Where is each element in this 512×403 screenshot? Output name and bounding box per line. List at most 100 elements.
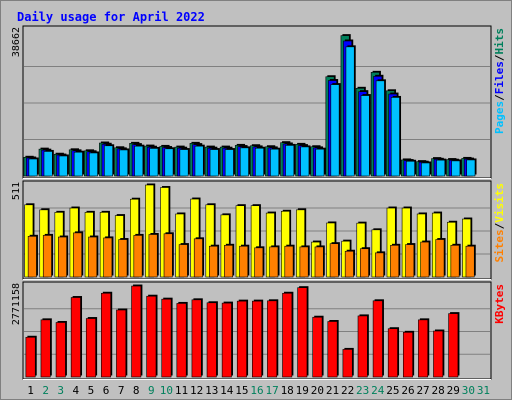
bar-kbytes: [221, 302, 232, 378]
panel-right-label-part: /: [493, 222, 506, 229]
bar-sites: [118, 239, 128, 278]
bar-sites: [390, 245, 400, 278]
panel-right-label: KBytes: [493, 284, 506, 324]
bar-kbytes: [55, 322, 66, 378]
bar-kbytes: [70, 297, 81, 378]
x-axis-tick-labels: 1 2 3 4 5 6 7 8 9 10 11 12 13 14 15 16 17 18 19 20 21 22 23 24 2…: [27, 384, 490, 397]
x-tick-label: 3: [57, 384, 64, 397]
bar-pages: [300, 146, 310, 177]
x-tick-label: 10: [160, 384, 173, 397]
x-tick-label: 16: [250, 384, 263, 397]
x-tick-label: 14: [220, 384, 234, 397]
bar-kbytes: [448, 313, 459, 378]
x-tick-label: 15: [235, 384, 248, 397]
bar-pages: [119, 149, 129, 177]
bar-kbytes: [387, 328, 398, 378]
bar-pages: [58, 155, 68, 177]
x-tick-label: 2: [42, 384, 49, 397]
x-tick-label: 9: [148, 384, 155, 397]
x-tick-label: 5: [88, 384, 95, 397]
x-tick-label: 24: [371, 384, 385, 397]
bar-sites: [435, 239, 445, 278]
y-max-label: 38662: [11, 27, 22, 57]
bar-sites: [239, 245, 249, 278]
bar-sites: [27, 236, 37, 278]
x-tick-label: 1: [27, 384, 34, 397]
panel-right-label-part: /: [493, 54, 506, 61]
bar-kbytes: [282, 292, 293, 378]
bar-pages: [451, 160, 461, 177]
x-tick-label: 8: [133, 384, 140, 397]
x-tick-label: 28: [432, 384, 445, 397]
x-tick-label: 26: [401, 384, 414, 397]
x-tick-label: 23: [356, 384, 369, 397]
bar-kbytes: [252, 300, 262, 378]
bar-kbytes: [312, 316, 323, 378]
panel-right-label: Sites/Visits: [493, 183, 506, 263]
bar-pages: [315, 148, 325, 177]
x-tick-label: 21: [326, 384, 339, 397]
bar-kbytes: [176, 303, 187, 378]
bar-pages: [179, 149, 189, 177]
bar-pages: [104, 145, 113, 177]
bar-kbytes: [267, 300, 278, 378]
bar-pages: [345, 46, 355, 177]
bar-pages: [149, 148, 159, 177]
panel-right-label: Pages/Files/Hits: [493, 28, 506, 134]
bar-kbytes: [402, 332, 413, 378]
x-tick-label: 7: [118, 384, 125, 397]
bar-pages: [390, 97, 400, 177]
x-tick-label: 22: [341, 384, 354, 397]
bar-kbytes: [146, 295, 157, 378]
panels: 38662 Pages/Files/Hits 511 Sites/Visits 2771…: [11, 25, 506, 380]
panel-right-label-part: Sites: [493, 229, 506, 262]
bar-pages: [73, 151, 83, 177]
bar-sites: [178, 244, 188, 278]
bar-sites: [209, 245, 218, 278]
bar-pages: [134, 145, 144, 177]
bar-sites: [148, 234, 158, 278]
panel-hits-files-pages: 38662 Pages/Files/Hits: [11, 25, 506, 179]
bar-pages: [239, 147, 249, 177]
bar-sites: [103, 237, 113, 278]
x-tick-label: 13: [205, 384, 218, 397]
bar-pages: [406, 160, 415, 177]
bar-kbytes: [327, 321, 338, 378]
panel-right-label-part: Files: [493, 61, 506, 94]
bar-kbytes: [372, 300, 383, 378]
x-tick-label: 30: [462, 384, 475, 397]
chart-title: Daily usage for April 2022: [17, 10, 205, 24]
bar-pages: [43, 151, 53, 177]
bar-pages: [375, 80, 385, 177]
bar-sites: [344, 250, 354, 278]
bar-sites: [224, 245, 234, 278]
x-tick-label: 12: [190, 384, 203, 397]
bar-kbytes: [131, 285, 142, 378]
bar-sites: [254, 247, 264, 278]
bar-pages: [164, 148, 174, 177]
bar-kbytes: [101, 292, 112, 378]
panel-kbytes: 2771158 KBytes: [11, 281, 506, 380]
bar-sites: [73, 232, 83, 278]
y-max-label: 2771158: [11, 283, 22, 325]
bar-kbytes: [85, 318, 96, 378]
bar-kbytes: [418, 319, 429, 378]
x-tick-label: 6: [103, 384, 110, 397]
bar-pages: [436, 159, 446, 177]
bar-kbytes: [297, 287, 308, 378]
bar-kbytes: [236, 300, 247, 378]
y-max-label: 511: [11, 182, 22, 200]
bar-sites: [58, 236, 67, 278]
bar-pages: [466, 159, 476, 177]
bar-kbytes: [116, 309, 127, 378]
bar-pages: [255, 147, 264, 177]
x-tick-label: 27: [416, 384, 429, 397]
bar-sites: [359, 248, 369, 278]
bar-sites: [193, 238, 203, 278]
bar-sites: [314, 246, 324, 278]
bar-pages: [194, 145, 204, 177]
bar-kbytes: [342, 349, 353, 378]
bar-kbytes: [206, 302, 217, 378]
